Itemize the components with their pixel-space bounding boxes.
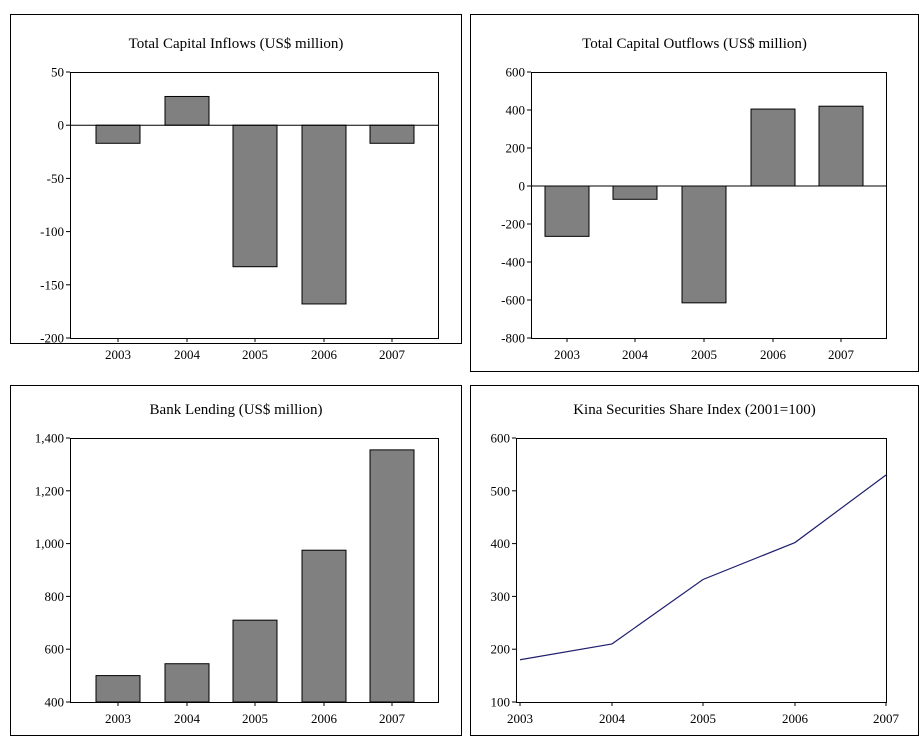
y-tick-label: -400 (501, 255, 525, 270)
bar-2004 (164, 663, 210, 703)
y-tick-label: -200 (501, 217, 525, 232)
x-tick-label: 2007 (828, 347, 855, 362)
x-tick-label: 2006 (760, 347, 787, 362)
chart-title: Total Capital Inflows (US$ million) (129, 36, 344, 52)
y-tick-label: -800 (501, 331, 525, 346)
chart-panel-1: Total Capital Inflows (US$ million) 50 0 -5… (10, 14, 462, 362)
x-tick-label: 2007 (379, 347, 406, 362)
y-tick-label: -150 (40, 277, 64, 292)
x-tick-label: 2006 (311, 711, 338, 726)
chart-panel-4: Kina Securities Share Index (2001=100) 60… (470, 385, 919, 736)
bar-2004 (164, 95, 210, 126)
x-tick-label: 2004 (174, 711, 201, 726)
y-tick-label: 1,400 (35, 431, 64, 446)
bar-2003 (95, 675, 141, 703)
x-tick-label: 2003 (507, 711, 533, 726)
bar-2003 (95, 124, 141, 144)
y-tick-label: 1,200 (35, 483, 64, 498)
bar-2005 (681, 185, 727, 304)
y-tick-label: 0 (58, 118, 65, 133)
bar-2005 (232, 124, 278, 268)
y-tick-label: 600 (506, 65, 526, 80)
y-tick-label: 100 (491, 695, 511, 710)
y-tick-label: 200 (491, 642, 511, 657)
y-tick-label: -600 (501, 293, 525, 308)
y-tick-label: 600 (491, 431, 511, 446)
y-tick-label: 400 (491, 536, 511, 551)
bar-2005 (232, 619, 278, 703)
y-tick-label: 400 (45, 695, 65, 710)
y-tick-label: 1,000 (35, 536, 64, 551)
x-tick-label: 2007 (379, 711, 406, 726)
bar-2007 (369, 449, 415, 703)
panel-frame (470, 385, 919, 736)
plot-frame (516, 438, 887, 703)
y-tick-label: 50 (51, 65, 64, 80)
y-tick-label: 500 (491, 483, 511, 498)
chart-title: Total Capital Outflows (US$ million) (582, 36, 807, 52)
x-tick-label: 2004 (599, 711, 626, 726)
y-tick-label: 600 (45, 642, 65, 657)
y-tick-label: 200 (506, 141, 526, 156)
chart-panel-3: Bank Lending (US$ million) 1,400 1,200 1,00… (10, 385, 462, 736)
chart-panel-2: Total Capital Outflows (US$ million) 600 4… (470, 14, 919, 372)
y-tick-label: 0 (519, 179, 526, 194)
bar-2007 (818, 105, 864, 187)
x-tick-label: 2004 (622, 347, 649, 362)
x-tick-label: 2006 (782, 711, 809, 726)
bar-2003 (544, 185, 590, 237)
plot-frame (531, 72, 887, 339)
x-tick-label: 2005 (691, 347, 717, 362)
bar-2006 (301, 124, 347, 305)
y-tick-label: -50 (47, 171, 64, 186)
bar-2006 (750, 108, 796, 187)
x-tick-label: 2007 (873, 711, 900, 726)
y-tick-label: 400 (506, 103, 526, 118)
bar-2004 (612, 185, 658, 200)
chart-title: Kina Securities Share Index (2001=100) (573, 402, 816, 418)
bar-2007 (369, 124, 415, 144)
x-tick-label: 2003 (105, 711, 131, 726)
y-tick-label: 300 (491, 589, 511, 604)
y-tick-label: -200 (40, 331, 64, 346)
chart-title: Bank Lending (US$ million) (150, 402, 323, 418)
y-tick-label: -100 (40, 224, 64, 239)
x-tick-label: 2003 (554, 347, 580, 362)
x-tick-label: 2006 (311, 347, 338, 362)
x-tick-label: 2003 (105, 347, 131, 362)
y-tick-label: 800 (45, 589, 65, 604)
x-tick-label: 2004 (174, 347, 201, 362)
x-tick-label: 2005 (690, 711, 716, 726)
x-tick-label: 2005 (242, 347, 268, 362)
bar-2006 (301, 549, 347, 703)
x-tick-label: 2005 (242, 711, 268, 726)
